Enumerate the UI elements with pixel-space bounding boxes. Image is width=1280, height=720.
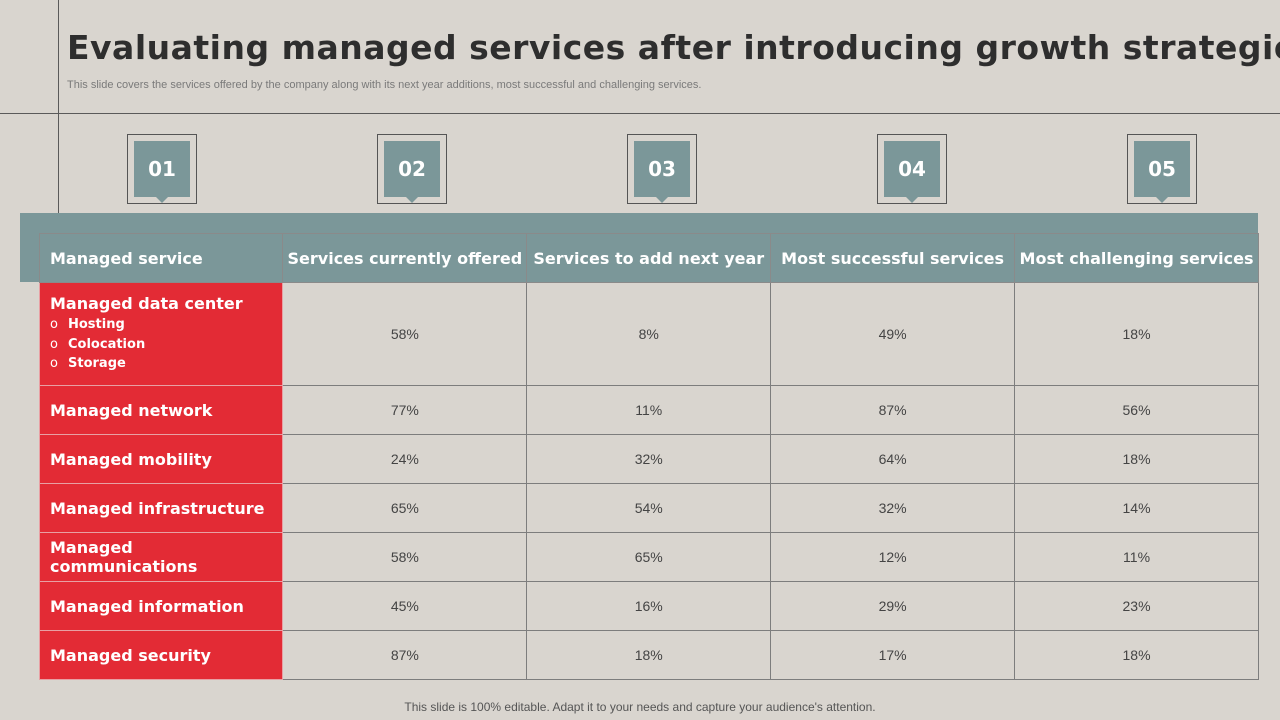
subitem-label: Storage [68,356,126,372]
table-row: Managed infrastructure 65% 54% 32% 14% [38,483,1259,533]
table-row: Managed mobility 24% 32% 64% 18% [38,434,1259,484]
subitem: o Storage [50,354,282,374]
row-label: Managed infrastructure [38,483,284,533]
column-header: Managed service [38,233,284,283]
column-header: Most successful services [770,233,1016,283]
column-header: Services currently offered [282,233,528,283]
circle-bullet-icon: o [50,317,58,333]
table-cell: 23% [1014,581,1259,631]
table-cell: 64% [770,434,1016,484]
page-title: Evaluating managed services after introd… [67,28,1280,67]
marker-number: 01 [134,141,190,197]
marker-number: 03 [634,141,690,197]
marker-04: 04 [877,134,947,204]
column-header: Most challenging services [1014,233,1259,283]
subitem: o Colocation [50,335,282,355]
row-label: Managed data center [50,294,243,314]
subitem-label: Hosting [68,317,125,333]
table-cell: 12% [770,532,1016,582]
table-row: Managed network 77% 11% 87% 56% [38,385,1259,435]
marker-pointer [1156,197,1168,203]
row-label: Managed information [38,581,284,631]
table-cell: 18% [1014,282,1259,386]
table-row: Managed communications 58% 65% 12% 11% [38,532,1259,582]
table-row: Managed security 87% 18% 17% 18% [38,630,1259,680]
table-cell: 56% [1014,385,1259,435]
table-cell: 49% [770,282,1016,386]
table-cell: 87% [770,385,1016,435]
marker-pointer [156,197,168,203]
table-cell: 16% [526,581,772,631]
footer-note: This slide is 100% editable. Adapt it to… [404,700,876,714]
marker-pointer [656,197,668,203]
table-cell: 18% [1014,630,1259,680]
table-cell: 58% [282,282,528,386]
row-label: Managed security [38,630,284,680]
marker-number: 05 [1134,141,1190,197]
table-cell: 54% [526,483,772,533]
table-cell: 11% [526,385,772,435]
table-cell: 32% [770,483,1016,533]
vertical-divider [58,0,59,213]
table-cell: 18% [1014,434,1259,484]
marker-05: 05 [1127,134,1197,204]
horizontal-divider [0,113,1280,114]
table-cell: 8% [526,282,772,386]
table-cell: 11% [1014,532,1259,582]
row-label: Managed communications [38,532,284,582]
page-subtitle: This slide covers the services offered b… [67,79,702,91]
table-cell: 29% [770,581,1016,631]
table-row: Managed information 45% 16% 29% 23% [38,581,1259,631]
table-header-row: Managed service Services currently offer… [38,233,1259,283]
table-cell: 65% [526,532,772,582]
marker-01: 01 [127,134,197,204]
marker-pointer [406,197,418,203]
circle-bullet-icon: o [50,336,58,352]
table-cell: 58% [282,532,528,582]
column-header: Services to add next year [526,233,772,283]
marker-number: 04 [884,141,940,197]
table-cell: 18% [526,630,772,680]
row-label-cell: Managed data center o Hosting o Colocation… [38,282,284,386]
table-row: Managed data center o Hosting o Colocation… [38,282,1259,386]
table-cell: 14% [1014,483,1259,533]
table-cell: 87% [282,630,528,680]
subitem: o Hosting [50,315,282,335]
subitem-label: Colocation [68,336,146,352]
row-label: Managed network [38,385,284,435]
services-table: Managed service Services currently offer… [38,233,1259,680]
table-cell: 32% [526,434,772,484]
marker-number: 02 [384,141,440,197]
subitem-list: o Hosting o Colocation o Storage [50,315,282,374]
marker-03: 03 [627,134,697,204]
table-cell: 45% [282,581,528,631]
marker-pointer [906,197,918,203]
row-label: Managed mobility [38,434,284,484]
table-cell: 77% [282,385,528,435]
circle-bullet-icon: o [50,356,58,372]
table-cell: 24% [282,434,528,484]
table-cell: 65% [282,483,528,533]
marker-02: 02 [377,134,447,204]
table-cell: 17% [770,630,1016,680]
